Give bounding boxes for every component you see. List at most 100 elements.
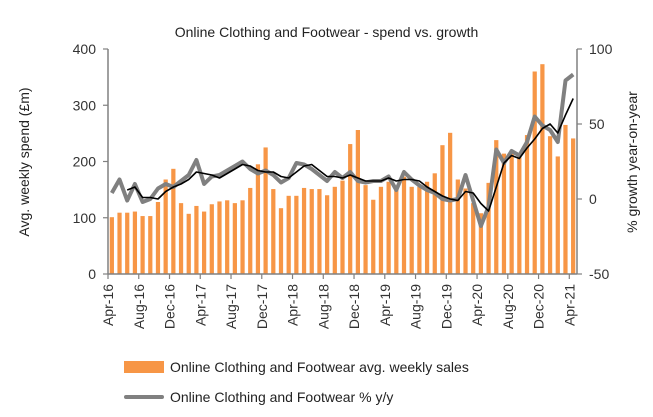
bar xyxy=(401,176,407,274)
bar xyxy=(486,182,491,274)
bar xyxy=(209,204,214,274)
bar xyxy=(355,130,360,274)
legend-item-line: Online Clothing and Footwear % y/y xyxy=(124,386,469,408)
bar xyxy=(432,173,437,274)
bar xyxy=(240,200,245,274)
bar xyxy=(232,203,237,274)
bar xyxy=(524,135,530,274)
bar xyxy=(363,185,368,274)
bar xyxy=(417,186,422,274)
bar xyxy=(148,216,153,274)
x-tick-label: Apr-18 xyxy=(285,284,301,326)
bar xyxy=(171,168,176,274)
bar xyxy=(271,189,276,274)
y-left-tick-label: 0 xyxy=(88,266,96,282)
bar-series xyxy=(109,64,576,274)
x-tick-label: Apr-16 xyxy=(100,284,116,326)
bar xyxy=(409,186,414,274)
y-right-tick-label: 100 xyxy=(589,41,613,57)
bar xyxy=(340,180,345,274)
bar xyxy=(132,211,138,274)
x-tick-label: Dec-17 xyxy=(254,284,270,329)
legend-label-line: Online Clothing and Footwear % y/y xyxy=(170,389,394,405)
bar xyxy=(494,140,499,274)
bar xyxy=(194,205,199,274)
bar xyxy=(332,186,337,274)
bar xyxy=(478,213,484,274)
x-tick-label: Dec-19 xyxy=(438,284,454,329)
bar xyxy=(501,153,507,274)
bar xyxy=(263,147,268,274)
bar xyxy=(325,195,330,274)
legend: Online Clothing and Footwear avg. weekly… xyxy=(124,356,469,416)
x-tick-label: Apr-20 xyxy=(469,284,485,326)
line-swatch-icon xyxy=(124,395,164,399)
bar xyxy=(294,195,299,274)
bar xyxy=(286,195,291,274)
bar xyxy=(394,186,399,274)
bar xyxy=(140,216,145,274)
x-tick-label: Aug-16 xyxy=(131,284,147,329)
x-tick-label: Aug-20 xyxy=(500,284,516,329)
x-tick-label: Apr-17 xyxy=(192,284,208,326)
bar xyxy=(517,153,522,274)
legend-item-bars: Online Clothing and Footwear avg. weekly… xyxy=(124,356,469,378)
bar xyxy=(301,187,307,274)
bar xyxy=(571,138,576,274)
legend-label-bars: Online Clothing and Footwear avg. weekly… xyxy=(170,359,469,375)
y-right-tick-label: 50 xyxy=(589,116,605,132)
chart-title: Online Clothing and Footwear - spend vs.… xyxy=(174,24,479,40)
line-series xyxy=(110,72,575,228)
bar xyxy=(255,164,261,274)
x-tick-label: Aug-17 xyxy=(223,284,239,329)
x-tick-label: Aug-18 xyxy=(315,284,331,329)
bar xyxy=(248,187,253,274)
bar-swatch-icon xyxy=(124,361,164,373)
bar xyxy=(178,203,184,274)
bar xyxy=(278,208,284,274)
bar xyxy=(348,144,353,274)
bar xyxy=(125,212,130,274)
bar xyxy=(563,124,568,274)
bar xyxy=(532,71,537,274)
bar xyxy=(109,217,114,274)
x-tick-label: Dec-20 xyxy=(531,284,547,329)
bar xyxy=(309,189,314,274)
bar xyxy=(201,211,207,274)
bar xyxy=(448,132,453,274)
bar xyxy=(186,213,191,274)
x-tick-label: Aug-19 xyxy=(408,284,424,329)
y-left-tick-label: 400 xyxy=(73,41,97,57)
x-tick-label: Apr-21 xyxy=(561,284,577,326)
bar xyxy=(317,189,322,274)
bar xyxy=(540,64,545,274)
y-left-tick-label: 300 xyxy=(73,97,97,113)
bar xyxy=(471,203,476,274)
y-axis-right-label: % growth year-on-year xyxy=(624,91,640,233)
bar xyxy=(555,156,560,274)
y-right-tick-label: 0 xyxy=(589,191,597,207)
bar xyxy=(463,188,468,274)
bar xyxy=(547,136,553,274)
bar xyxy=(371,199,376,274)
y-left-tick-label: 200 xyxy=(73,154,97,170)
bar xyxy=(155,202,161,274)
bar xyxy=(386,181,391,274)
bar xyxy=(509,151,514,274)
bar xyxy=(217,201,222,274)
axes: 0 100 200 300 400 -50 0 50 100 Apr-16 Aug-16 Dec-16… xyxy=(73,41,613,329)
bar xyxy=(440,145,445,274)
bar xyxy=(117,212,122,274)
trend-line xyxy=(126,98,574,212)
x-tick-label: Apr-19 xyxy=(377,284,393,326)
y-left-tick-label: 100 xyxy=(73,210,97,226)
bar xyxy=(163,179,168,274)
x-tick-label: Dec-18 xyxy=(346,284,362,329)
bar xyxy=(225,200,230,274)
y-axis-left-label: Avg. weekly spend (£m) xyxy=(16,87,32,237)
bar xyxy=(424,181,430,274)
x-tick-label: Dec-16 xyxy=(162,284,178,329)
bar xyxy=(378,186,384,274)
bar xyxy=(455,179,460,274)
